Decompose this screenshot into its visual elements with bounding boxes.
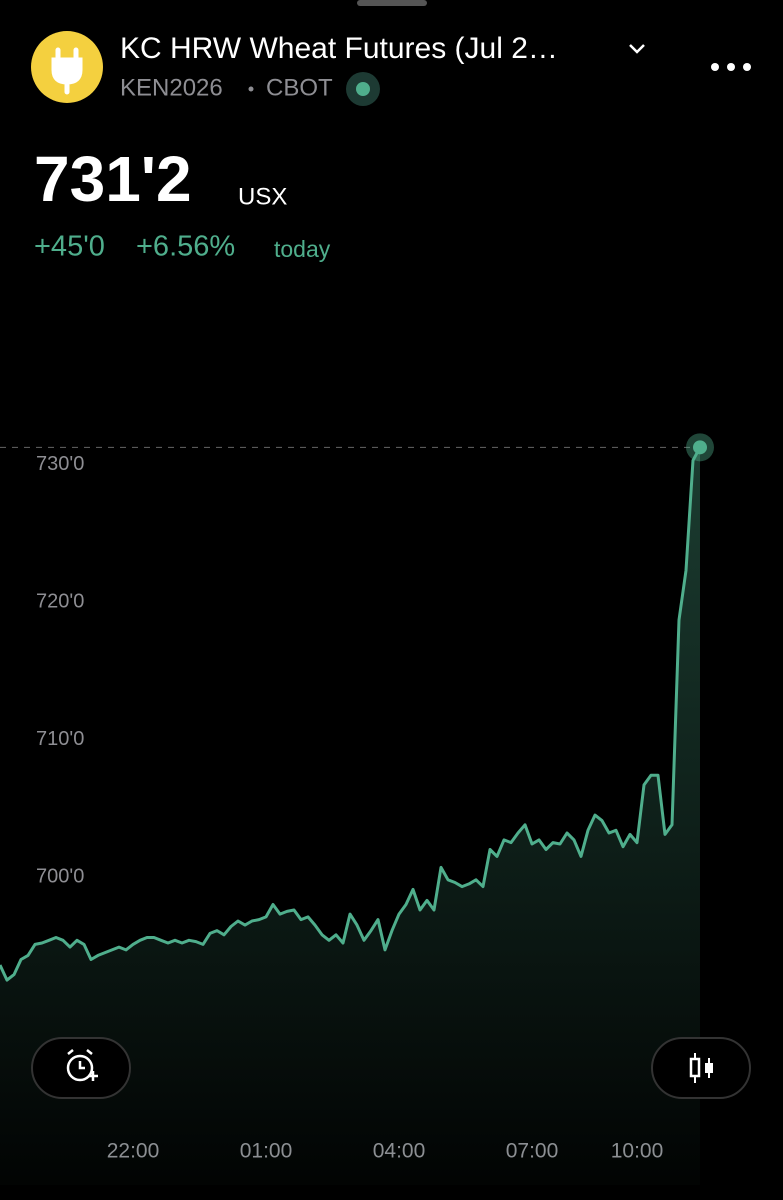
alert-button[interactable]	[31, 1037, 131, 1099]
exchange: CBOT	[266, 74, 333, 101]
symbol: KEN2026	[120, 74, 223, 101]
more-menu[interactable]	[711, 63, 751, 71]
change-period: today	[274, 236, 331, 262]
chart: 700'0710'0720'0730'022:0001:0004:0007:00…	[0, 433, 714, 1185]
y-tick-label: 710'0	[36, 728, 84, 750]
y-tick-label: 730'0	[36, 453, 84, 475]
y-tick-label: 720'0	[36, 590, 84, 612]
price: 731'2	[34, 143, 192, 215]
market-status	[356, 82, 370, 96]
asset-icon	[31, 31, 103, 103]
title-dropdown[interactable]	[629, 44, 645, 54]
last-price-dot	[693, 440, 707, 455]
change: +45'0	[34, 231, 105, 263]
change-pct: +6.56%	[136, 231, 235, 263]
asset-title[interactable]: KC HRW Wheat Futures (Jul 2…	[120, 32, 558, 65]
unit: USX	[238, 183, 287, 210]
chart-type-button[interactable]	[651, 1037, 751, 1099]
separator-dot	[248, 86, 254, 92]
price-line	[0, 446, 702, 982]
sheet-handle[interactable]	[357, 0, 427, 6]
area	[0, 447, 700, 1185]
y-tick-label: 700'0	[36, 865, 84, 887]
